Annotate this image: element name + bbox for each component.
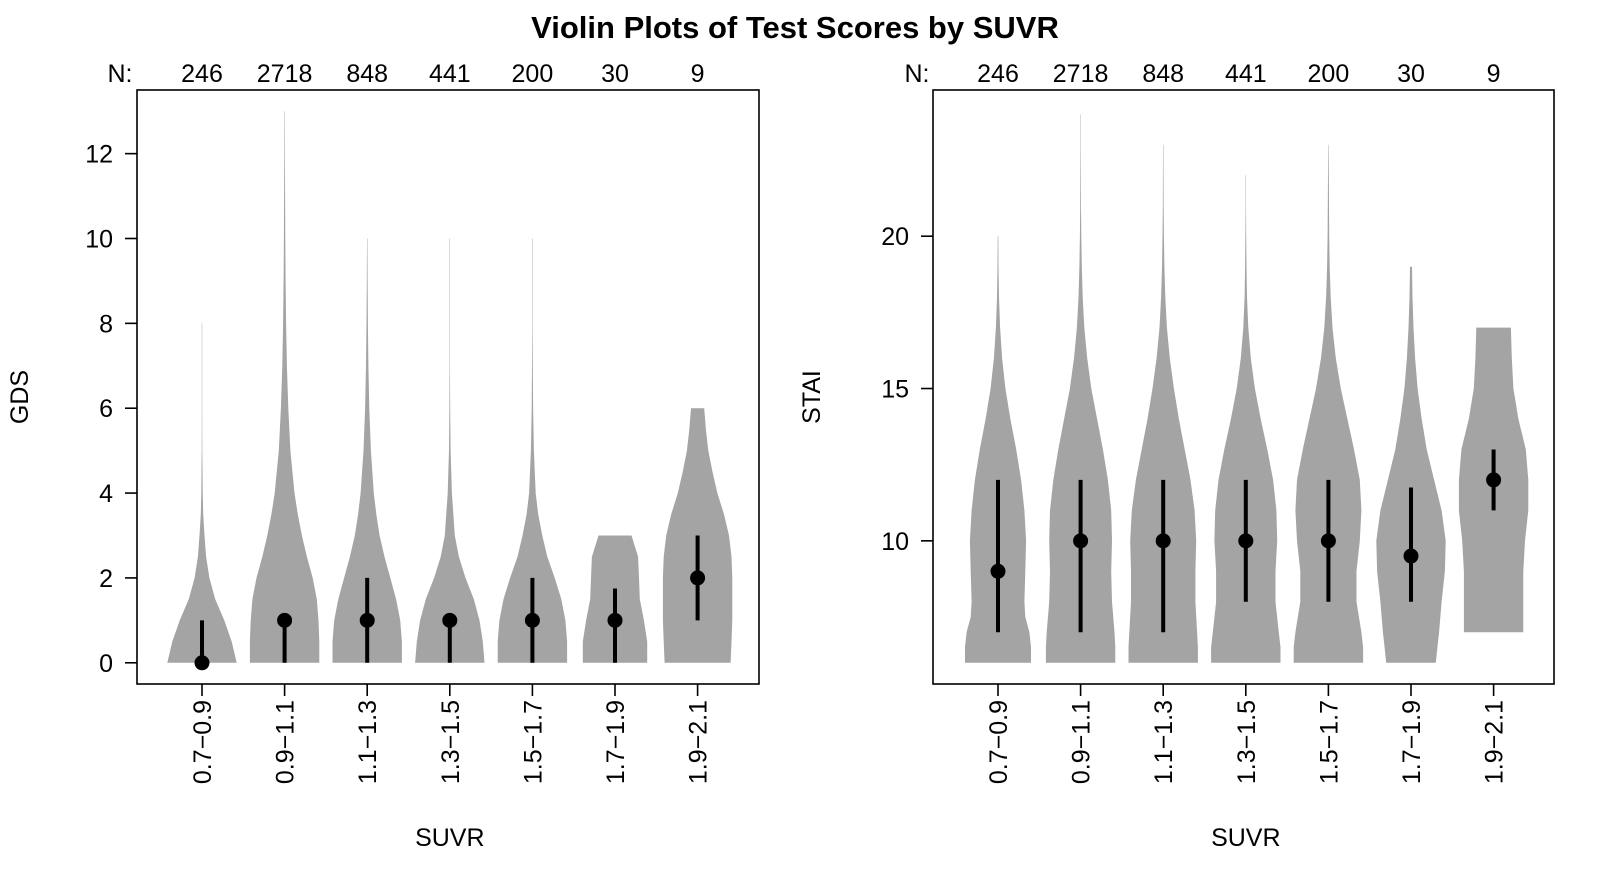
y-tick-label-1-1: 15 bbox=[881, 376, 909, 404]
stai-panel: 0.7−0.9 246 0.9−1.1 2718 1.1−1.3 848 1.3−1.5 44… bbox=[798, 60, 1555, 852]
median-point-0-5 bbox=[607, 612, 623, 628]
n-label-1-6: 9 bbox=[1487, 60, 1501, 88]
y-tick-label-0-3: 6 bbox=[99, 395, 113, 423]
n-label-0-1: 2718 bbox=[257, 60, 313, 88]
median-point-0-1 bbox=[277, 612, 293, 628]
violin-0-2 bbox=[332, 238, 402, 663]
median-point-0-2 bbox=[359, 612, 375, 628]
n-label-1-2: 848 bbox=[1142, 60, 1184, 88]
x-tick-label-0-1: 0.9−1.1 bbox=[272, 700, 300, 784]
median-point-1-4 bbox=[1320, 533, 1336, 549]
y-tick-label-1-2: 20 bbox=[881, 223, 909, 251]
x-tick-label-1-5: 1.7−1.9 bbox=[1398, 700, 1426, 784]
y-tick-label-1-0: 10 bbox=[881, 528, 909, 556]
n-label-0-2: 848 bbox=[346, 60, 388, 88]
violin-1-5 bbox=[1376, 266, 1446, 663]
plot-frame-1 bbox=[932, 89, 1555, 685]
median-point-0-4 bbox=[524, 612, 540, 628]
violin-0-4 bbox=[497, 238, 568, 663]
figure-title: Violin Plots of Test Scores by SUVR bbox=[531, 10, 1059, 45]
x-tick-label-0-4: 1.5−1.7 bbox=[519, 700, 547, 784]
gds-panel: 0.7−0.92460.9−1.127181.1−1.38481.3−1.544… bbox=[6, 60, 760, 852]
n-label-0-6: 9 bbox=[691, 60, 705, 88]
n-label-0-5: 30 bbox=[601, 60, 629, 88]
n-prefix-label: N: bbox=[905, 60, 930, 88]
violin-1-4 bbox=[1293, 144, 1364, 663]
x-tick-label-1-3: 1.3−1.5 bbox=[1233, 700, 1261, 784]
n-label-0-3: 441 bbox=[429, 60, 471, 88]
y-axis-label-0: GDS bbox=[6, 370, 34, 424]
violin-0-3 bbox=[415, 238, 485, 663]
violin-1-2 bbox=[1128, 144, 1198, 663]
y-tick-label-0-0: 0 bbox=[99, 650, 113, 678]
x-tick-label-1-6: 1.9−2.1 bbox=[1481, 700, 1509, 784]
x-tick-label-0-6: 1.9−2.1 bbox=[685, 700, 713, 784]
x-axis-label-0: SUVR bbox=[415, 824, 484, 852]
x-tick-label-1-2: 1.1−1.3 bbox=[1150, 700, 1178, 784]
violin-0-0 bbox=[167, 323, 237, 663]
violin-1-1 bbox=[1045, 114, 1116, 663]
median-point-1-3 bbox=[1238, 533, 1254, 549]
median-point-0-0 bbox=[194, 655, 210, 671]
n-label-1-3: 441 bbox=[1225, 60, 1267, 88]
x-axis-label-1: SUVR bbox=[1211, 824, 1280, 852]
x-tick-label-1-0: 0.7−0.9 bbox=[985, 700, 1013, 784]
median-point-1-6 bbox=[1486, 472, 1502, 488]
x-tick-label-1-4: 1.5−1.7 bbox=[1315, 700, 1343, 784]
y-tick-label-0-6: 12 bbox=[85, 141, 113, 169]
median-point-1-0 bbox=[990, 563, 1006, 579]
median-point-0-3 bbox=[442, 612, 458, 628]
median-point-0-6 bbox=[690, 570, 706, 586]
violin-1-3 bbox=[1211, 175, 1281, 663]
n-label-1-1: 2718 bbox=[1053, 60, 1109, 88]
x-tick-label-0-2: 1.1−1.3 bbox=[354, 700, 382, 784]
y-tick-label-0-1: 2 bbox=[99, 565, 113, 593]
n-label-1-0: 246 bbox=[977, 60, 1019, 88]
x-tick-label-0-5: 1.7−1.9 bbox=[602, 700, 630, 784]
y-tick-label-0-2: 4 bbox=[99, 480, 113, 508]
x-tick-label-1-1: 0.9−1.1 bbox=[1068, 700, 1096, 784]
y-tick-label-0-5: 10 bbox=[85, 226, 113, 254]
n-label-0-4: 200 bbox=[512, 60, 554, 88]
n-prefix-label: N: bbox=[108, 60, 133, 88]
plot-frame-0 bbox=[136, 89, 760, 685]
y-tick-label-0-4: 8 bbox=[99, 310, 113, 338]
y-axis-label-1: STAI bbox=[798, 370, 826, 424]
median-point-1-2 bbox=[1155, 533, 1171, 549]
x-tick-label-0-3: 1.3−1.5 bbox=[437, 700, 465, 784]
violin-0-1 bbox=[249, 111, 320, 663]
n-label-1-5: 30 bbox=[1397, 60, 1425, 88]
median-point-1-1 bbox=[1073, 533, 1089, 549]
n-label-0-0: 246 bbox=[181, 60, 223, 88]
median-point-1-5 bbox=[1403, 548, 1419, 564]
violin-1-0 bbox=[965, 236, 1031, 663]
x-tick-label-0-0: 0.7−0.9 bbox=[189, 700, 217, 784]
n-label-1-4: 200 bbox=[1308, 60, 1350, 88]
